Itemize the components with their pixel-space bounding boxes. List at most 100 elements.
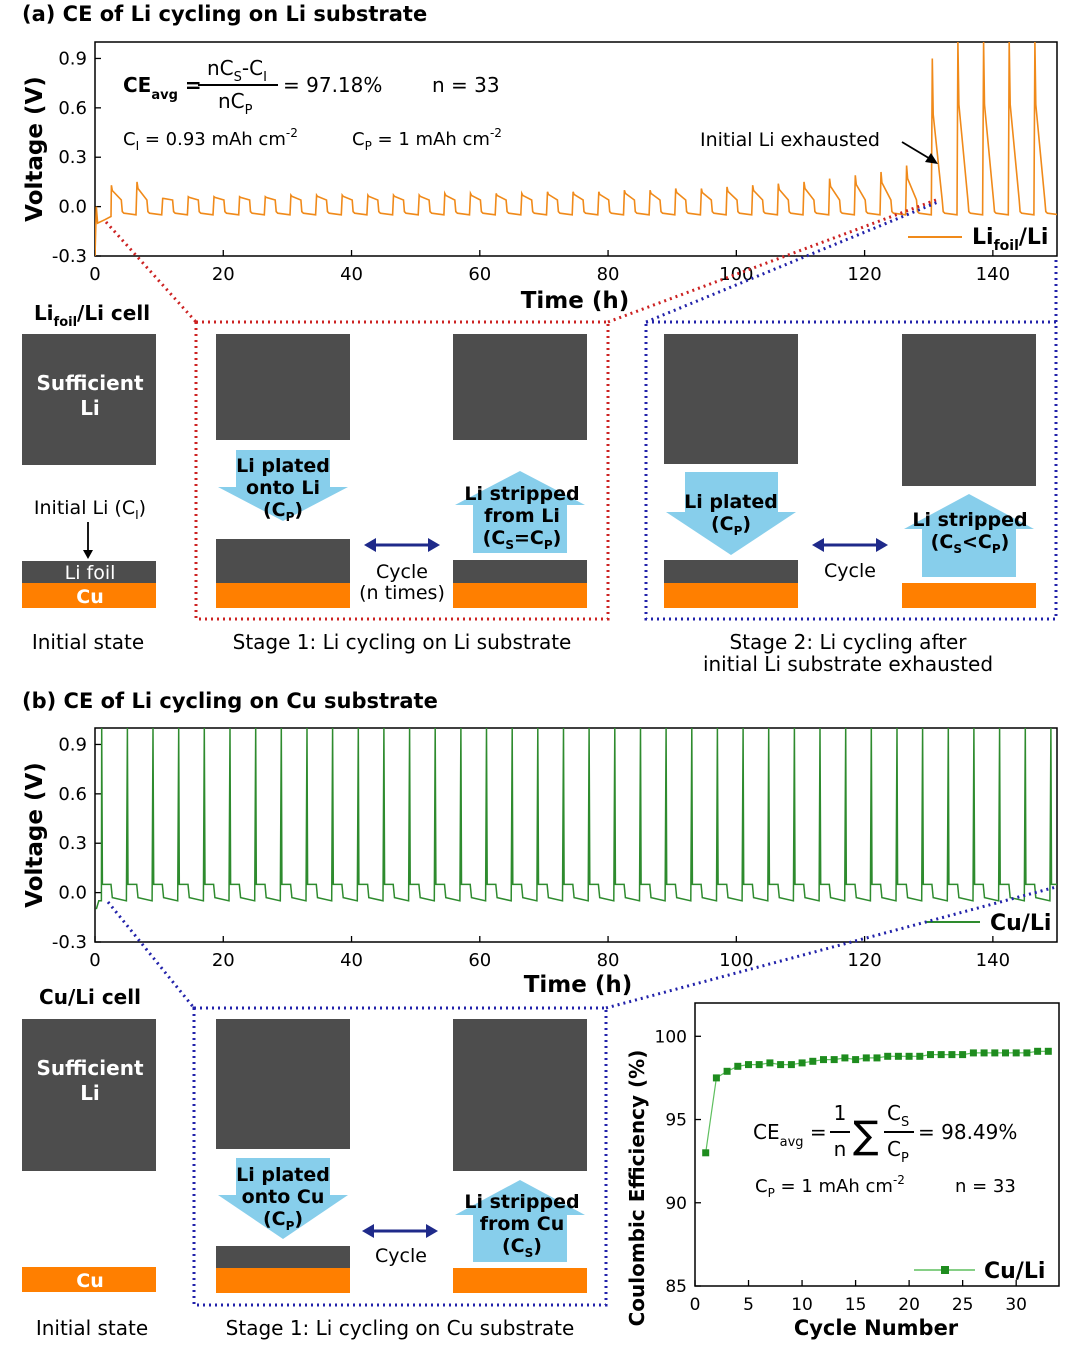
y-tick-label: 95: [665, 1111, 687, 1131]
s2-top-electrode-right: [902, 334, 1036, 486]
b-top-electrode-left: [216, 1019, 350, 1149]
panel-a-zoom-line-left: [104, 220, 198, 324]
b-stripped-text-3: (CS): [502, 1235, 542, 1260]
panel-a-annotation: Initial Li exhausted: [700, 129, 880, 151]
s2-stripping-arrow: [904, 494, 1034, 577]
s1-cu-left: [216, 583, 350, 608]
annotation-arrow: [901, 141, 933, 161]
ce-point: [712, 1074, 720, 1082]
ce-plot-series: [702, 1047, 1052, 1157]
panel-b-stage1-label: Stage 1: Li cycling on Cu substrate: [226, 1316, 575, 1340]
b-stripped-text-1: Li stripped: [464, 1191, 579, 1213]
svg-text:nCS-CI: nCS-CI: [207, 56, 267, 85]
x-tick-label: 0: [89, 950, 100, 971]
y-tick-label: -0.3: [52, 246, 87, 267]
ce-point: [1012, 1049, 1020, 1057]
s2-cycle-label: Cycle: [824, 560, 876, 582]
s1-top-electrode-left: [216, 334, 350, 440]
panel-a-n-label: n = 33: [432, 73, 500, 97]
ce-legend: Cu/Li: [914, 1259, 1045, 1284]
s1-plated-text-1: Li plated: [236, 455, 330, 477]
panel-a-li-foil: [22, 561, 156, 583]
s2-cu-right: [902, 583, 1036, 608]
panel-a-ce-formula: CEavg = nCS-CI nCP = 97.18%: [123, 56, 382, 118]
panel-a-zoom-line-right: [607, 198, 937, 324]
s1-plating-arrow: [218, 450, 348, 521]
y-tick-label: 0.6: [58, 784, 87, 805]
svg-text:= 97.18%: = 97.18%: [283, 73, 382, 97]
lifoil-li-voltage-line: [95, 42, 1057, 256]
s1-stripped-text-1: Li stripped: [464, 483, 579, 505]
s1-n-times-label: (n times): [359, 582, 445, 604]
ce-point: [798, 1059, 806, 1067]
ce-point: [1002, 1049, 1009, 1057]
panel-b-ce-formula: CEavg = 1 n ∑ CS CP = 98.49%: [753, 1101, 1017, 1166]
x-tick-label: 20: [898, 1295, 920, 1315]
s2-stripped-text-1: Li stripped: [912, 509, 1027, 531]
ce-point: [852, 1056, 860, 1064]
panel-b-zoom-line-right: [605, 885, 1057, 1010]
b-cycle-label: Cycle: [375, 1245, 427, 1267]
ce-point: [905, 1052, 913, 1060]
ce-point: [777, 1061, 785, 1069]
panel-b-cp-label: CP = 1 mAh cm-2: [755, 1173, 905, 1200]
x-tick-label: 0: [89, 264, 100, 285]
y-tick-label: 0.6: [58, 98, 87, 119]
panel-b-sufficient-li-block: [22, 1019, 156, 1171]
b-cu-right: [453, 1268, 587, 1293]
panel-b-cu-substrate: [22, 1267, 156, 1292]
ce-point: [830, 1056, 838, 1064]
s2-li-deposit-left: [664, 560, 798, 583]
ce-point: [820, 1056, 827, 1064]
x-tick-label: 40: [340, 264, 363, 285]
s1-cu-right: [453, 583, 587, 608]
ce-plot-frame: [694, 1002, 1060, 1287]
ce-point: [723, 1067, 731, 1075]
svg-text:CEavg =: CEavg =: [753, 1120, 827, 1150]
x-tick-label: 10: [791, 1295, 813, 1315]
ce-point: [873, 1054, 881, 1062]
ce-point: [787, 1061, 795, 1069]
panel-a-stage1-label: Stage 1: Li cycling on Li substrate: [233, 630, 572, 654]
panel-a-series: [95, 42, 1057, 256]
s1-li-deposit-right: [453, 560, 587, 583]
ce-plot-xlabel: Cycle Number: [794, 1316, 959, 1340]
x-tick-label: 100: [719, 950, 753, 971]
panel-a-cu-substrate: [22, 583, 156, 608]
x-tick-label: 20: [212, 950, 235, 971]
ce-point: [862, 1054, 870, 1062]
x-tick-label: 140: [976, 264, 1010, 285]
y-tick-label: 0.0: [58, 883, 87, 904]
ce-point: [991, 1049, 999, 1057]
ce-point: [937, 1051, 945, 1059]
panel-a-stage2-box: [644, 320, 1058, 621]
s2-plated-text-1: Li plated: [684, 491, 778, 513]
x-tick-label: 60: [468, 264, 491, 285]
svg-text:CEavg =: CEavg =: [123, 73, 202, 103]
svg-text:= 98.49%: = 98.49%: [918, 1120, 1017, 1144]
panel-a-legend-label: Lifoil/Li: [972, 225, 1048, 254]
s1-plated-text-2: onto Li: [246, 477, 320, 499]
panel-b-cell-title: Cu/Li cell: [39, 985, 141, 1009]
ce-point: [959, 1051, 967, 1059]
svg-text:∑: ∑: [853, 1113, 879, 1157]
ce-point: [927, 1051, 934, 1059]
s1-stripped-text-3: (CS=CP): [483, 527, 562, 552]
panel-a-ci-label: CI = 0.93 mAh cm-2: [123, 126, 298, 153]
ce-point: [980, 1049, 988, 1057]
ce-point: [745, 1061, 752, 1069]
panel-a-plot-frame: [94, 41, 1058, 257]
b-cycle-double-arrow: [362, 1224, 438, 1238]
b-plated-text-2: onto Cu: [242, 1186, 325, 1208]
panel-b-title: (b) CE of Li cycling on Cu substrate: [22, 689, 438, 713]
b-stripped-text-2: from Cu: [480, 1213, 565, 1235]
panel-b-sufficient-label-2: Li: [80, 1081, 100, 1105]
svg-text:Cu/Li: Cu/Li: [984, 1259, 1045, 1284]
x-tick-label: 100: [719, 264, 753, 285]
b-top-electrode-right: [453, 1019, 587, 1171]
s1-cycle-double-arrow: [364, 538, 440, 552]
x-tick-label: 30: [1005, 1295, 1027, 1315]
s2-top-electrode-left: [664, 334, 798, 464]
y-tick-label: 0.0: [58, 197, 87, 218]
s2-plating-arrow: [666, 472, 796, 555]
